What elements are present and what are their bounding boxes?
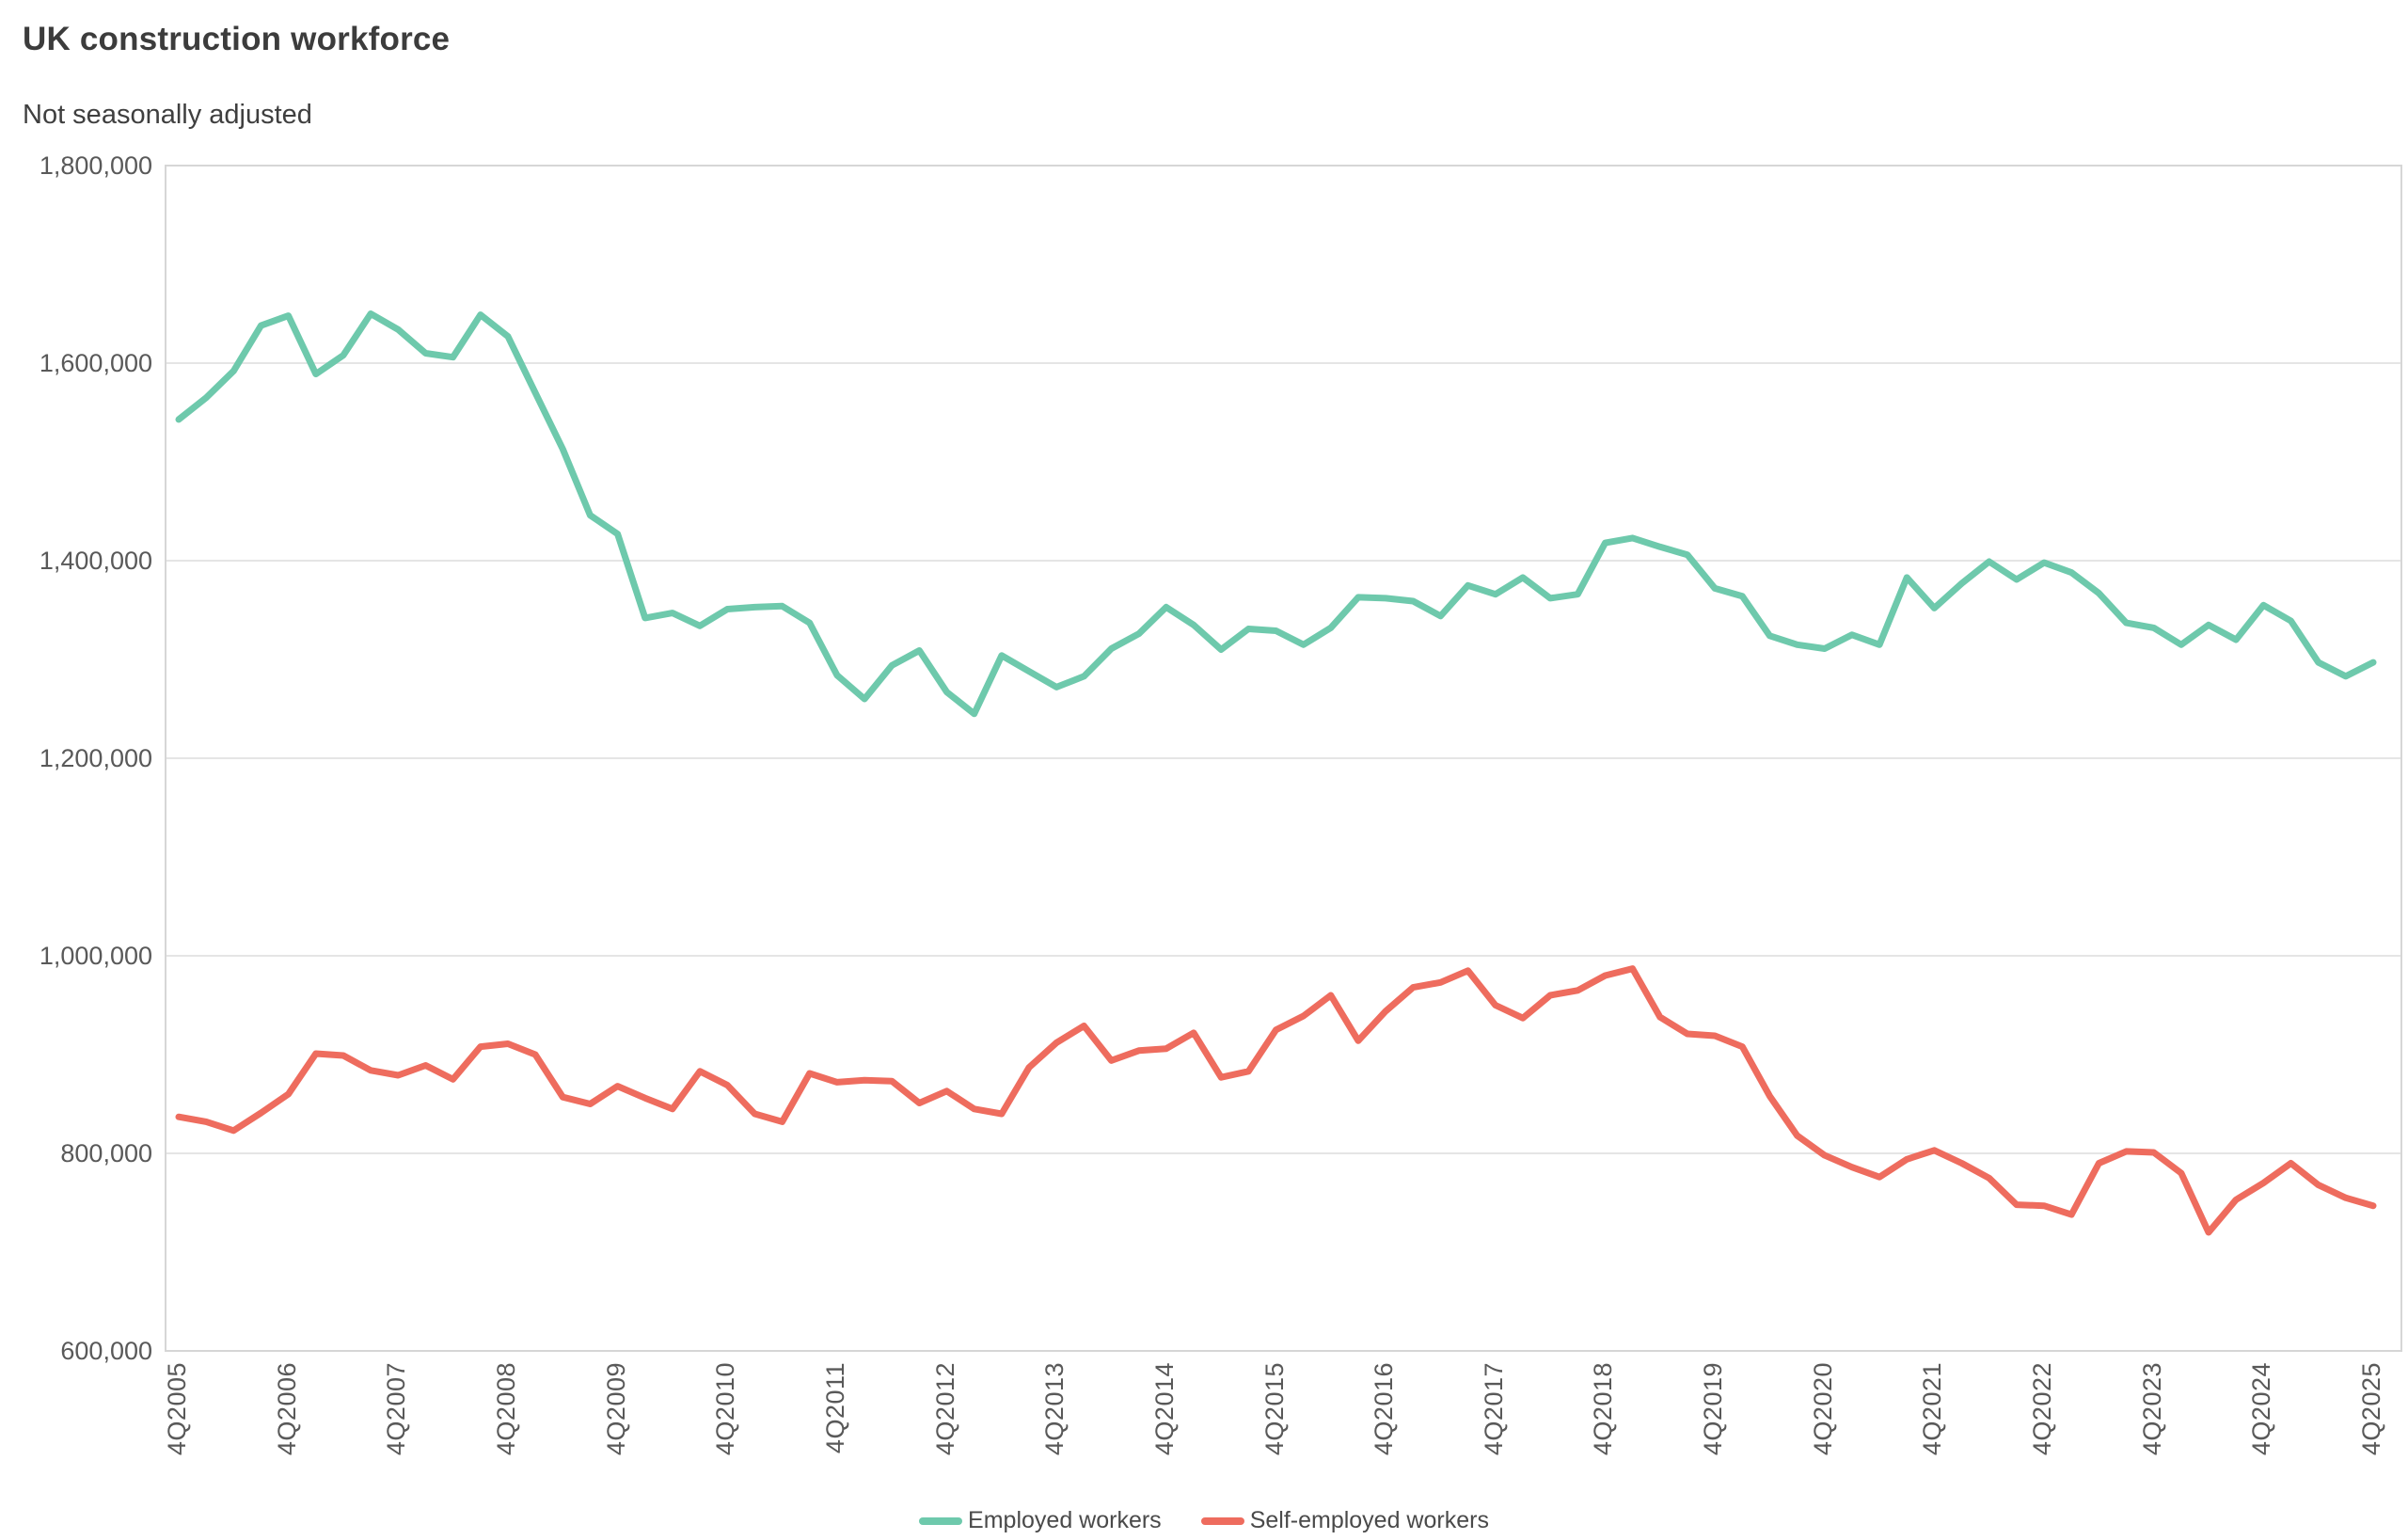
x-tick-label: 4Q2012 <box>930 1362 959 1456</box>
x-tick-label: 4Q2009 <box>601 1362 630 1456</box>
chart-title: UK construction workforce <box>23 21 451 57</box>
employed-line-swatch <box>919 1516 963 1525</box>
legend-item-employed: Employed workers <box>919 1507 1162 1534</box>
self-employed-line-swatch <box>1200 1516 1244 1525</box>
y-tick-label: 1,600,000 <box>39 349 152 377</box>
plot-border <box>165 165 2402 1352</box>
x-tick-label: 4Q2023 <box>2137 1362 2166 1456</box>
x-tick-label: 4Q2021 <box>1918 1362 1947 1456</box>
legend-item-self-employed: Self-employed workers <box>1200 1507 1489 1534</box>
x-tick-label: 4Q2011 <box>820 1362 849 1454</box>
employed-workers-line <box>175 310 2377 718</box>
x-tick-label: 4Q2014 <box>1149 1362 1179 1456</box>
y-tick-label: 1,000,000 <box>39 942 152 970</box>
x-tick-label: 4Q2013 <box>1040 1362 1069 1456</box>
x-tick-label: 4Q2016 <box>1370 1362 1399 1456</box>
x-tick-label: 4Q2008 <box>491 1362 520 1456</box>
legend-label-self-employed: Self-employed workers <box>1249 1507 1489 1533</box>
x-tick-label: 4Q2010 <box>711 1362 740 1456</box>
x-tick-label: 4Q2019 <box>1699 1362 1728 1456</box>
y-tick-label: 600,000 <box>60 1337 152 1365</box>
x-tick-label: 4Q2020 <box>1808 1362 1837 1456</box>
x-tick-label: 4Q2024 <box>2247 1362 2276 1456</box>
x-tick-label: 4Q2005 <box>163 1362 191 1456</box>
y-tick-label: 800,000 <box>60 1139 152 1167</box>
x-tick-label: 4Q2007 <box>382 1362 411 1456</box>
x-tick-label: 4Q2015 <box>1259 1362 1289 1456</box>
x-tick-label: 4Q2018 <box>1589 1362 1618 1456</box>
y-tick-label: 1,200,000 <box>39 744 152 772</box>
legend: Employed workers Self-employed workers <box>0 1507 2408 1534</box>
x-tick-label: 4Q2025 <box>2357 1362 2385 1456</box>
y-tick-label: 1,400,000 <box>39 547 152 575</box>
legend-label-employed: Employed workers <box>968 1507 1162 1533</box>
x-tick-label: 4Q2006 <box>272 1362 301 1456</box>
x-tick-label: 4Q2022 <box>2028 1362 2057 1456</box>
x-tick-label: 4Q2017 <box>1479 1362 1508 1456</box>
y-tick-label: 1,800,000 <box>39 151 152 180</box>
chart-subtitle: Not seasonally adjusted <box>23 100 312 130</box>
self-employed-workers-line <box>175 965 2377 1236</box>
